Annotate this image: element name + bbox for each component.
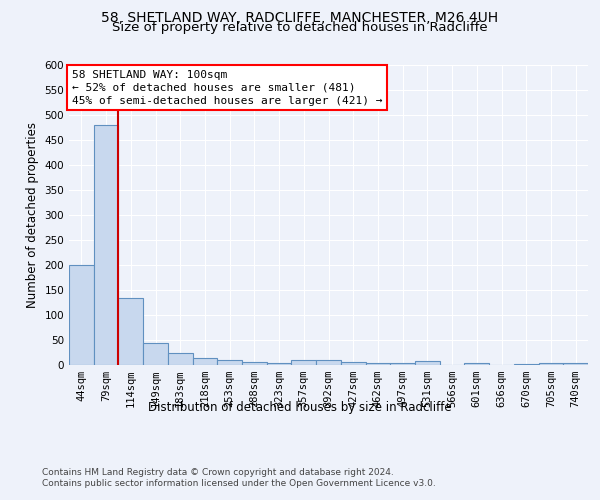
Text: Distribution of detached houses by size in Radcliffe: Distribution of detached houses by size … bbox=[148, 401, 452, 414]
Bar bbox=[267, 362, 292, 365]
Bar bbox=[242, 362, 267, 365]
Bar bbox=[217, 360, 242, 365]
Bar bbox=[514, 364, 539, 365]
Bar bbox=[193, 358, 217, 365]
Text: Size of property relative to detached houses in Radcliffe: Size of property relative to detached ho… bbox=[112, 21, 488, 34]
Bar bbox=[440, 364, 464, 365]
Text: 58, SHETLAND WAY, RADCLIFFE, MANCHESTER, M26 4UH: 58, SHETLAND WAY, RADCLIFFE, MANCHESTER,… bbox=[101, 10, 499, 24]
Bar bbox=[539, 362, 563, 365]
Bar bbox=[365, 362, 390, 365]
Bar bbox=[563, 362, 588, 365]
Bar bbox=[168, 353, 193, 365]
Bar bbox=[464, 362, 489, 365]
Bar bbox=[415, 361, 440, 365]
Y-axis label: Number of detached properties: Number of detached properties bbox=[26, 122, 39, 308]
Text: 58 SHETLAND WAY: 100sqm
← 52% of detached houses are smaller (481)
45% of semi-d: 58 SHETLAND WAY: 100sqm ← 52% of detache… bbox=[71, 70, 382, 106]
Bar bbox=[292, 360, 316, 365]
Bar bbox=[69, 264, 94, 365]
Text: Contains HM Land Registry data © Crown copyright and database right 2024.: Contains HM Land Registry data © Crown c… bbox=[42, 468, 394, 477]
Bar bbox=[316, 360, 341, 365]
Bar bbox=[489, 364, 514, 365]
Bar bbox=[118, 298, 143, 365]
Bar bbox=[341, 362, 365, 365]
Bar bbox=[94, 125, 118, 365]
Bar bbox=[143, 343, 168, 365]
Bar bbox=[390, 362, 415, 365]
Text: Contains public sector information licensed under the Open Government Licence v3: Contains public sector information licen… bbox=[42, 479, 436, 488]
